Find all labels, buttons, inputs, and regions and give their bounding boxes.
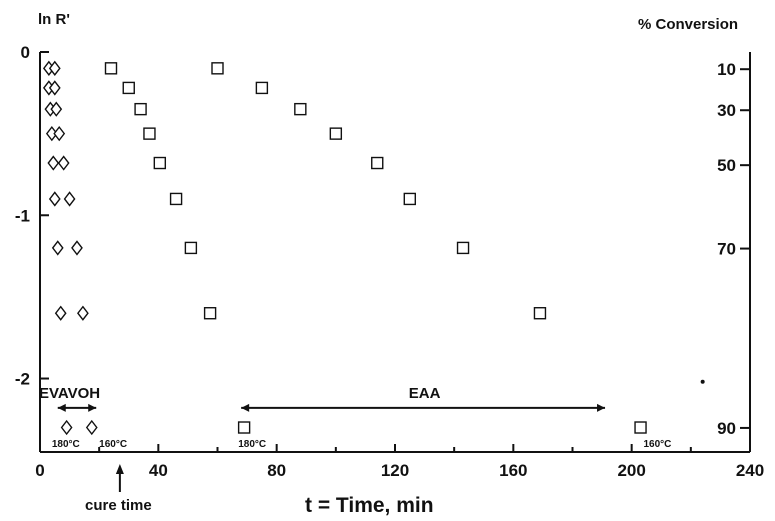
y-tick-label: 0 [21,43,30,62]
y2-tick-label: 90 [717,419,736,438]
diamond-point [60,419,73,436]
x-tick-label: 80 [267,461,286,480]
x-tick-label: 0 [35,461,44,480]
square-point [211,62,224,75]
diamond-point [77,305,89,321]
temperature-label: 160°C [99,439,127,450]
temperature-label: 160°C [644,439,672,450]
square-point [329,127,343,140]
y2-tick-label: 10 [717,60,736,79]
y-tick-label: -2 [15,370,30,389]
diamond-point [85,419,98,436]
square-point [255,81,269,95]
x-tick-label: 200 [617,461,645,480]
square-point [143,127,156,140]
square-point [456,241,470,255]
arrow-head-left [241,403,250,412]
x-tick-label: 40 [149,461,168,480]
square-point [371,156,384,170]
y-tick-label: -1 [15,206,30,225]
diamond-point [48,191,61,207]
square-point [134,102,147,116]
square-point [104,62,118,75]
dot-point [700,379,705,384]
group-label: EVAVOH [39,385,100,402]
temperature-label: 180°C [52,439,80,450]
x-tick-label: 120 [381,461,409,480]
square-point [294,102,307,116]
y2-tick-label: 50 [717,156,736,175]
y2-tick-label: 30 [717,101,736,120]
axes: 0 40 80 120 160 200 240 0 -1 -2 10 30 50 70 90 [15,43,764,480]
x-tick-label: 240 [736,461,764,480]
diamond-point [57,155,70,171]
diamond-point [50,101,63,117]
temperature-label: 180°C [238,439,266,450]
diamond-point [47,155,60,171]
diamond-point [48,80,61,96]
square-point [237,421,251,434]
diamond-point [63,191,76,207]
square-point [184,241,198,255]
plot-marks [42,60,705,436]
square-point [169,192,183,206]
y2-tick-label: 70 [717,240,736,259]
square-point [533,307,547,320]
square-point [122,81,135,95]
y2-axis-title: % Conversion [638,16,738,33]
y-axis-title: ln R' [38,11,70,28]
x-tick-label: 160 [499,461,527,480]
square-point [153,156,167,170]
annotations: EVAVOH EAA 180°C 160°C 180°C 160°C [39,385,671,492]
diamond-point [71,240,83,256]
arrow-head-right [88,403,97,412]
square-point [634,421,647,434]
cure-time-arrow-head [115,464,124,474]
diamond-point [48,60,61,76]
x-axis-title: t = Time, min [305,494,434,517]
diamond-point [53,125,66,142]
diamond-point [54,305,67,321]
arrow-head-left [57,403,66,412]
diamond-point [51,240,64,256]
square-point [403,192,416,206]
square-point [203,307,217,320]
group-label: EAA [409,385,441,402]
cure-time-label: cure time [85,497,152,514]
arrow-head-right [597,403,606,412]
